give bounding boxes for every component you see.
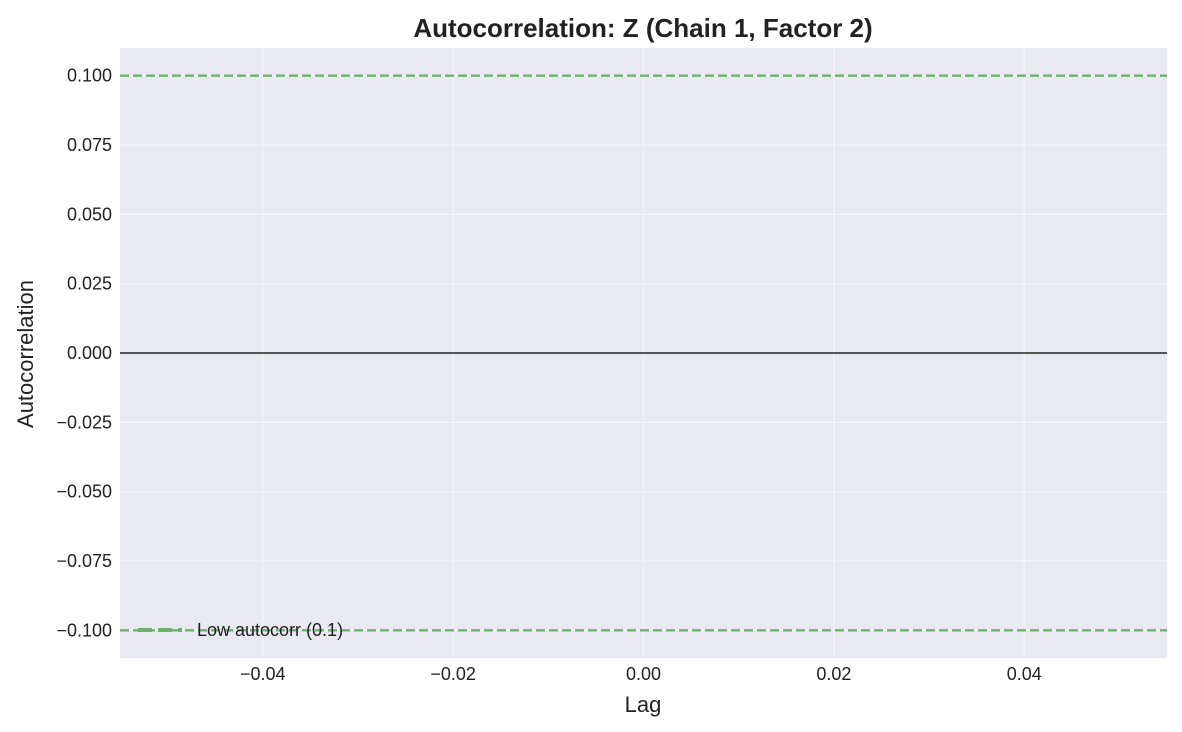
- y-tick-label-3: 0.025: [67, 274, 112, 294]
- y-tick-label-0: 0.100: [67, 66, 112, 86]
- y-tick-label-4: 0.000: [67, 343, 112, 363]
- y-tick-label-2: 0.050: [67, 204, 112, 224]
- y-tick-label-7: −0.075: [56, 551, 112, 571]
- x-axis-label: Lag: [625, 692, 662, 717]
- chart-title: Autocorrelation: Z (Chain 1, Factor 2): [413, 13, 872, 43]
- x-axis-ticks: −0.04 −0.02 0.00 0.02 0.04: [240, 664, 1042, 684]
- y-axis-label: Autocorrelation: [13, 280, 38, 428]
- x-tick-label-0: −0.04: [240, 664, 286, 684]
- x-tick-label-4: 0.04: [1007, 664, 1042, 684]
- legend: Low autocorr (0.1): [138, 620, 343, 640]
- y-tick-label-8: −0.100: [56, 620, 112, 640]
- reference-lines: [120, 74, 1167, 632]
- x-tick-label-2: 0.00: [626, 664, 661, 684]
- y-axis-ticks: 0.100 0.075 0.050 0.025 0.000 −0.025 −0.050 −0.…: [56, 66, 112, 641]
- x-tick-label-1: −0.02: [430, 664, 476, 684]
- y-tick-label-5: −0.025: [56, 412, 112, 432]
- y-tick-label-6: −0.050: [56, 482, 112, 502]
- legend-label-0: Low autocorr (0.1): [197, 620, 343, 640]
- y-tick-label-1: 0.075: [67, 135, 112, 155]
- x-tick-label-3: 0.02: [816, 664, 851, 684]
